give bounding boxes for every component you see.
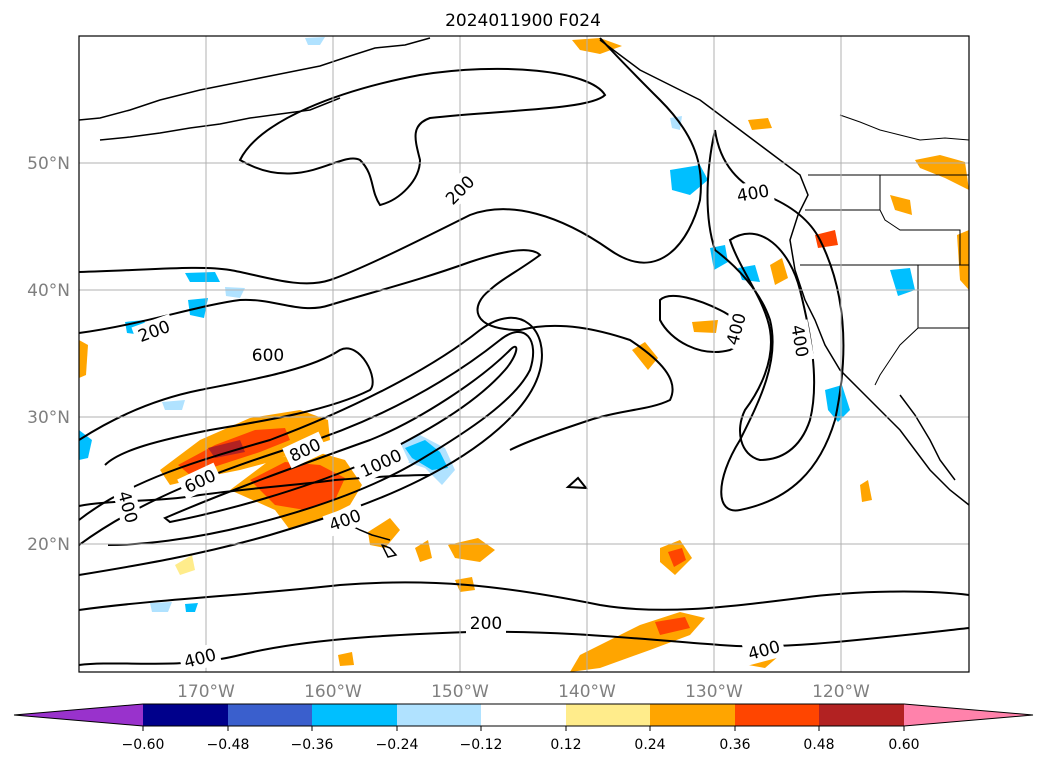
contour-label: 600: [252, 346, 284, 366]
colorbar-tick-label: −0.36: [291, 737, 334, 753]
map-background: [79, 36, 969, 672]
contour-line: [78, 330, 535, 546]
colorbar-tick-label: 0.24: [634, 737, 665, 753]
colorbar-tick-label: −0.60: [122, 737, 165, 753]
colorbar-segment: [312, 704, 397, 726]
colorbar-extend-left: [14, 704, 143, 726]
shade-red: [655, 617, 690, 635]
shade-orange: [860, 480, 872, 502]
canada-coastline: [839, 114, 970, 141]
contour-line: [78, 347, 374, 466]
contour-line: [163, 345, 518, 524]
shade-orange: [632, 342, 658, 370]
colorbar-tick-label: −0.48: [207, 737, 250, 753]
shade-blue: [185, 272, 220, 282]
shade-orange: [415, 540, 432, 562]
colorbar-tick-label: 0.36: [719, 737, 750, 753]
shade-orange: [915, 155, 969, 190]
colorbar-tick-label: 0.12: [550, 737, 581, 753]
shade-orange: [368, 518, 400, 548]
lon-label: 140°W: [558, 682, 616, 702]
contour-lines: [78, 37, 970, 666]
shade-lightblue: [305, 37, 325, 45]
shade-blue: [185, 603, 198, 612]
shade-orange: [338, 652, 354, 666]
map-title: 2024011900 F024: [445, 11, 601, 31]
shade-blue: [890, 268, 915, 296]
shade-lightblue: [150, 602, 172, 612]
contour-line: [78, 316, 543, 576]
colorbar-tick-label: −0.12: [460, 737, 503, 753]
contour-line: [238, 67, 607, 207]
lat-label: 40°N: [27, 281, 70, 301]
colorbar-tick-label: 0.48: [803, 737, 834, 753]
colorbar-segment: [228, 704, 312, 726]
lon-label: 160°W: [304, 682, 362, 702]
state-border: [879, 209, 969, 266]
contour-line: [78, 37, 702, 285]
colorbar-segment: [819, 704, 904, 726]
hawaii-big-island: [380, 543, 398, 558]
borders: [800, 114, 970, 386]
contour-line: [706, 129, 845, 512]
shade-lightblue: [670, 116, 682, 130]
colorbar: −0.60 −0.48 −0.36 −0.24 −0.12 0.12 0.24 …: [13, 703, 1034, 753]
baja-coastline: [899, 394, 956, 481]
shade-red: [668, 548, 686, 567]
aleutian-islands: [99, 97, 341, 141]
map-frame: [78, 35, 970, 673]
state-border-ca-nv: [874, 327, 919, 386]
colorbar-segment: [481, 704, 566, 726]
colorbar-segment: [650, 704, 735, 726]
colorbar-segment: [566, 704, 650, 726]
lat-label: 20°N: [27, 535, 70, 555]
lon-label: 150°W: [431, 682, 489, 702]
colorbar-segment: [143, 704, 228, 726]
contour-label: 200: [470, 614, 502, 634]
coastlines: [78, 37, 970, 558]
shade-darkred: [208, 440, 245, 458]
shade-orange: [890, 195, 912, 215]
shade-orange: [770, 258, 788, 285]
colorbar-extend-right: [904, 704, 1033, 726]
lat-label: 30°N: [27, 408, 70, 428]
colorbar-tick-label: −0.24: [376, 737, 419, 753]
lon-label: 130°W: [685, 682, 743, 702]
shade-orange: [79, 340, 88, 378]
shade-orange: [692, 320, 718, 333]
shade-blue: [670, 165, 708, 195]
pacific-coastline: [599, 39, 970, 506]
colorbar-tick-label: 0.60: [888, 737, 919, 753]
shade-orange: [748, 118, 772, 130]
shade-lightblue: [162, 400, 185, 410]
shade-orange: [572, 38, 622, 54]
alaska-coastline: [78, 37, 431, 121]
colorbar-segment: [735, 704, 819, 726]
gridlines: [79, 36, 969, 672]
lat-label: 50°N: [27, 154, 70, 174]
shade-yellow: [175, 555, 195, 575]
contour-line: [565, 476, 589, 490]
lon-label: 120°W: [812, 682, 870, 702]
colorbar-segment: [397, 704, 481, 726]
lon-label: 170°W: [177, 682, 235, 702]
contour-line: [78, 581, 970, 611]
